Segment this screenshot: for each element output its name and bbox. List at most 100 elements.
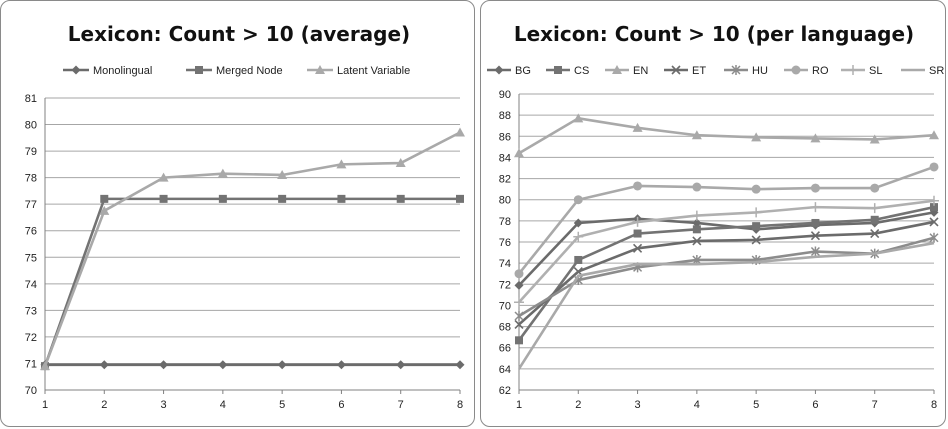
data-point-merged-node [159, 194, 168, 203]
x-tick-label: 7 [398, 399, 404, 411]
data-point-sl [751, 207, 762, 218]
data-point-monolingual [99, 360, 109, 370]
legend-item-monolingual: Monolingual [63, 65, 152, 77]
legend-label: Merged Node [216, 65, 283, 77]
y-tick-label: 84 [499, 152, 511, 164]
data-point-et [633, 243, 643, 253]
legend-marker [671, 65, 681, 75]
data-point-en [514, 148, 524, 158]
data-point-en [810, 133, 821, 143]
x-tick-label: 8 [931, 399, 937, 411]
y-tick-label: 76 [25, 226, 37, 238]
data-point-et [514, 319, 524, 330]
y-tick-label: 78 [25, 173, 37, 185]
y-tick-label: 75 [25, 252, 37, 264]
y-tick-label: 62 [499, 385, 511, 397]
data-point-et [692, 236, 702, 246]
legend-marker [71, 65, 81, 75]
data-point-merged-node [456, 194, 464, 203]
x-tick-label: 1 [42, 399, 48, 411]
y-tick-label: 73 [25, 305, 37, 317]
data-point-et [870, 228, 880, 239]
data-point-sl [514, 297, 524, 308]
chart-panel-average: Lexicon: Count > 10 (average) 70 71 72 73 74 7… [0, 0, 475, 427]
series-line-cs [517, 205, 935, 342]
data-point-en [929, 130, 939, 140]
y-tick-label: 79 [25, 146, 37, 158]
legend-label: CS [574, 65, 589, 77]
legend-label: BG [515, 65, 531, 77]
x-tick-label: 4 [694, 399, 700, 411]
data-point-en [691, 130, 702, 140]
data-point-sl [691, 210, 702, 221]
data-point-latent-variable [455, 127, 465, 137]
legend-marker [315, 65, 325, 74]
chart-average-svg: Lexicon: Count > 10 (average)70717273747… [25, 22, 465, 411]
legend-marker [195, 66, 203, 74]
x-tick-label: 4 [220, 399, 226, 411]
data-point-bg [573, 218, 583, 228]
data-point-cs [811, 218, 820, 227]
data-point-monolingual [396, 360, 406, 370]
chart-title: Lexicon: Count > 10 (average) [68, 22, 410, 46]
legend-marker [554, 66, 562, 74]
data-point-cs [870, 215, 879, 224]
y-tick-label: 78 [499, 216, 511, 228]
data-point-merged-node [218, 194, 227, 203]
legend-item-sl: SL [841, 65, 882, 77]
data-point-monolingual [277, 360, 287, 370]
data-point-monolingual [159, 360, 169, 370]
legend-item-hu: HU [724, 65, 768, 77]
series-line-merged-node [43, 197, 460, 367]
series-line-ro [517, 165, 935, 275]
legend-label: Monolingual [93, 65, 152, 77]
data-point-ro [573, 195, 583, 205]
data-point-latent-variable [336, 159, 347, 169]
data-point-cs [574, 255, 583, 264]
data-point-monolingual [336, 360, 346, 370]
legend-item-cs: CS [546, 65, 589, 77]
y-tick-label: 66 [499, 343, 511, 355]
data-point-merged-node [337, 194, 346, 203]
data-point-ro [870, 183, 880, 193]
legend-marker [731, 65, 741, 75]
x-tick-label: 2 [101, 399, 107, 411]
x-tick-label: 7 [872, 399, 878, 411]
data-point-ro [810, 183, 820, 193]
series-line-en [518, 117, 935, 155]
y-tick-label: 81 [25, 93, 37, 105]
data-point-cs [633, 229, 642, 238]
data-point-ro [692, 182, 702, 192]
legend-marker [494, 65, 504, 75]
legend-item-latent-variable: Latent Variable [307, 65, 410, 77]
data-point-hu [810, 246, 820, 257]
x-tick-label: 1 [516, 399, 522, 411]
data-point-latent-variable [158, 172, 169, 182]
y-tick-label: 71 [25, 358, 37, 370]
y-tick-label: 72 [499, 279, 511, 291]
series-line-et [518, 220, 935, 326]
legend-label: SR [929, 65, 944, 77]
data-point-hu [514, 311, 524, 321]
data-point-bg [692, 218, 702, 228]
data-point-ro [514, 269, 524, 279]
data-point-sl [573, 231, 584, 242]
series-line-latent-variable [43, 131, 461, 367]
legend-label: EN [633, 65, 648, 77]
data-point-cs [930, 203, 938, 212]
data-point-merged-node [278, 194, 287, 203]
y-tick-label: 68 [499, 322, 511, 334]
y-tick-label: 74 [499, 258, 511, 270]
data-point-en [632, 122, 643, 132]
y-tick-label: 77 [25, 199, 37, 211]
data-point-en [751, 132, 762, 142]
data-point-et [810, 231, 820, 241]
data-point-et [929, 217, 939, 227]
y-tick-label: 70 [499, 300, 511, 312]
y-tick-label: 72 [25, 332, 37, 344]
legend-item-bg: BG [487, 65, 531, 77]
data-point-merged-node [396, 194, 405, 203]
x-tick-label: 6 [338, 399, 344, 411]
chart-title: Lexicon: Count > 10 (per language) [514, 22, 914, 46]
legend-marker [848, 65, 858, 75]
